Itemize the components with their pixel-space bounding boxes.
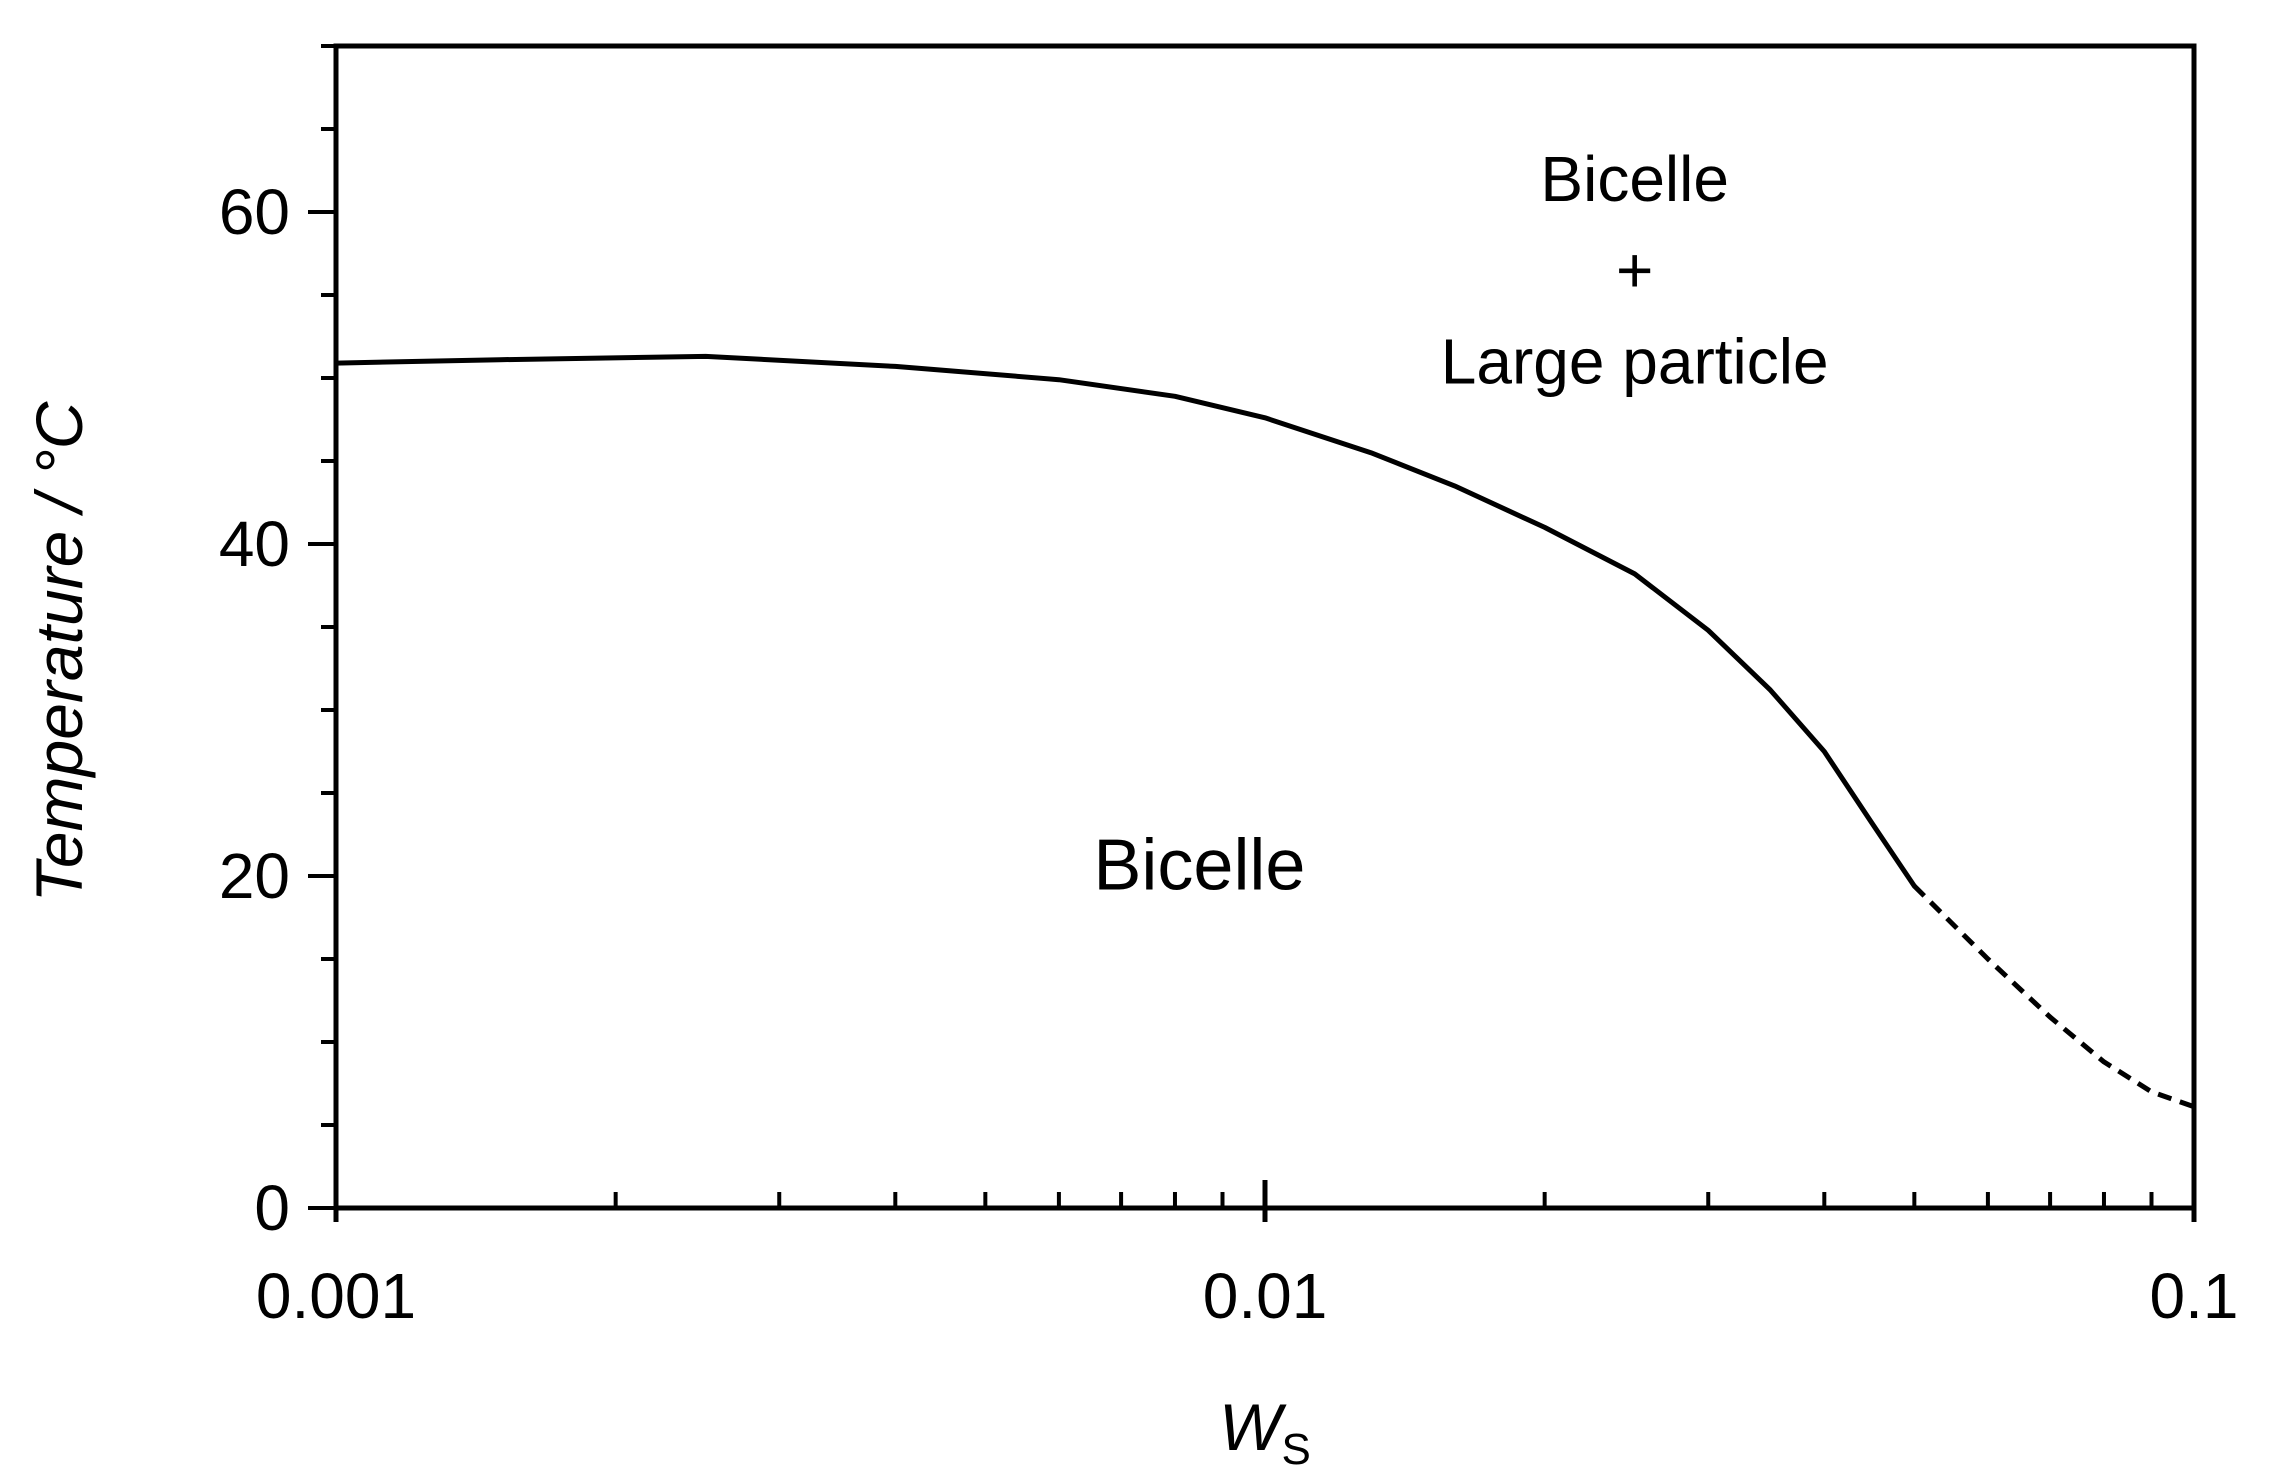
x-axis-title-main: W (1219, 1390, 1287, 1464)
y-tick-label: 60 (219, 176, 290, 248)
x-axis-title-subscript: S (1281, 1425, 1310, 1469)
region-label-two-phase-line3: Large particle (1441, 325, 1829, 397)
y-tick-label: 20 (219, 840, 290, 912)
phase-boundary-dashed (1912, 884, 2195, 1110)
minor-ticks (321, 44, 2154, 1208)
major-ticks (308, 210, 2197, 1222)
phase-boundary-solid (333, 353, 1917, 889)
region-label-two-phase-line1: Bicelle (1540, 143, 1729, 215)
y-tick-label: 40 (219, 508, 290, 580)
series-layer (333, 353, 2195, 1110)
x-tick-label: 0.001 (256, 1260, 416, 1332)
plot-frame (333, 43, 2197, 1211)
y-axis-title: Temperature / °C (22, 400, 96, 902)
x-tick-label: 0.01 (1203, 1260, 1328, 1332)
y-tick-label: 0 (254, 1172, 290, 1244)
region-label-single-phase: Bicelle (1093, 826, 1305, 906)
x-tick-label: 0.1 (2150, 1260, 2239, 1332)
tick-labels: 0 20 40 60 0.001 0.01 0.1 (219, 176, 2239, 1332)
x-axis-title: WS (1219, 1390, 1311, 1469)
annotations: Bicelle + Large particle Bicelle (1093, 143, 1828, 906)
region-label-two-phase-line2: + (1616, 234, 1653, 306)
